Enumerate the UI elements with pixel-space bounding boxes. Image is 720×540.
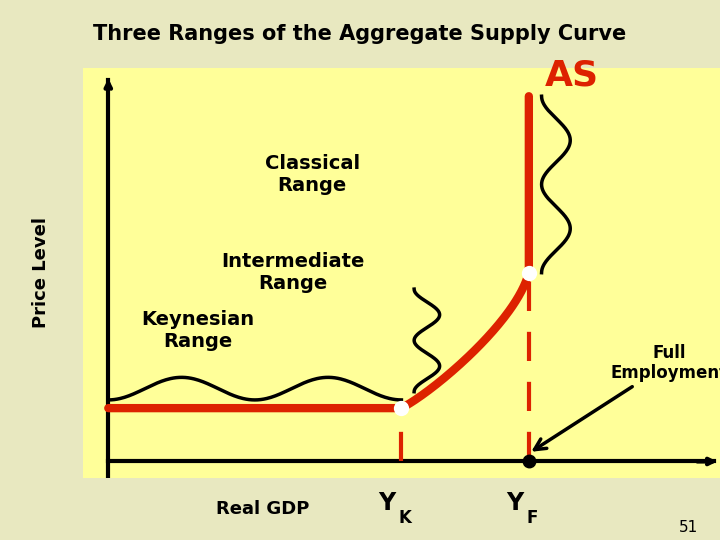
- Text: Y: Y: [379, 491, 395, 515]
- Text: Y: Y: [506, 491, 523, 515]
- Text: Price Level: Price Level: [32, 217, 50, 328]
- Text: Classical
Range: Classical Range: [265, 154, 360, 195]
- Text: Three Ranges of the Aggregate Supply Curve: Three Ranges of the Aggregate Supply Cur…: [94, 24, 626, 44]
- Text: 51: 51: [679, 519, 698, 535]
- Text: Real GDP: Real GDP: [216, 500, 310, 518]
- Text: Keynesian
Range: Keynesian Range: [141, 309, 254, 350]
- Text: F: F: [527, 509, 538, 527]
- Text: Intermediate
Range: Intermediate Range: [221, 252, 365, 293]
- Text: AS: AS: [545, 58, 599, 92]
- Text: K: K: [399, 509, 411, 527]
- Text: Full
Employment: Full Employment: [534, 343, 720, 450]
